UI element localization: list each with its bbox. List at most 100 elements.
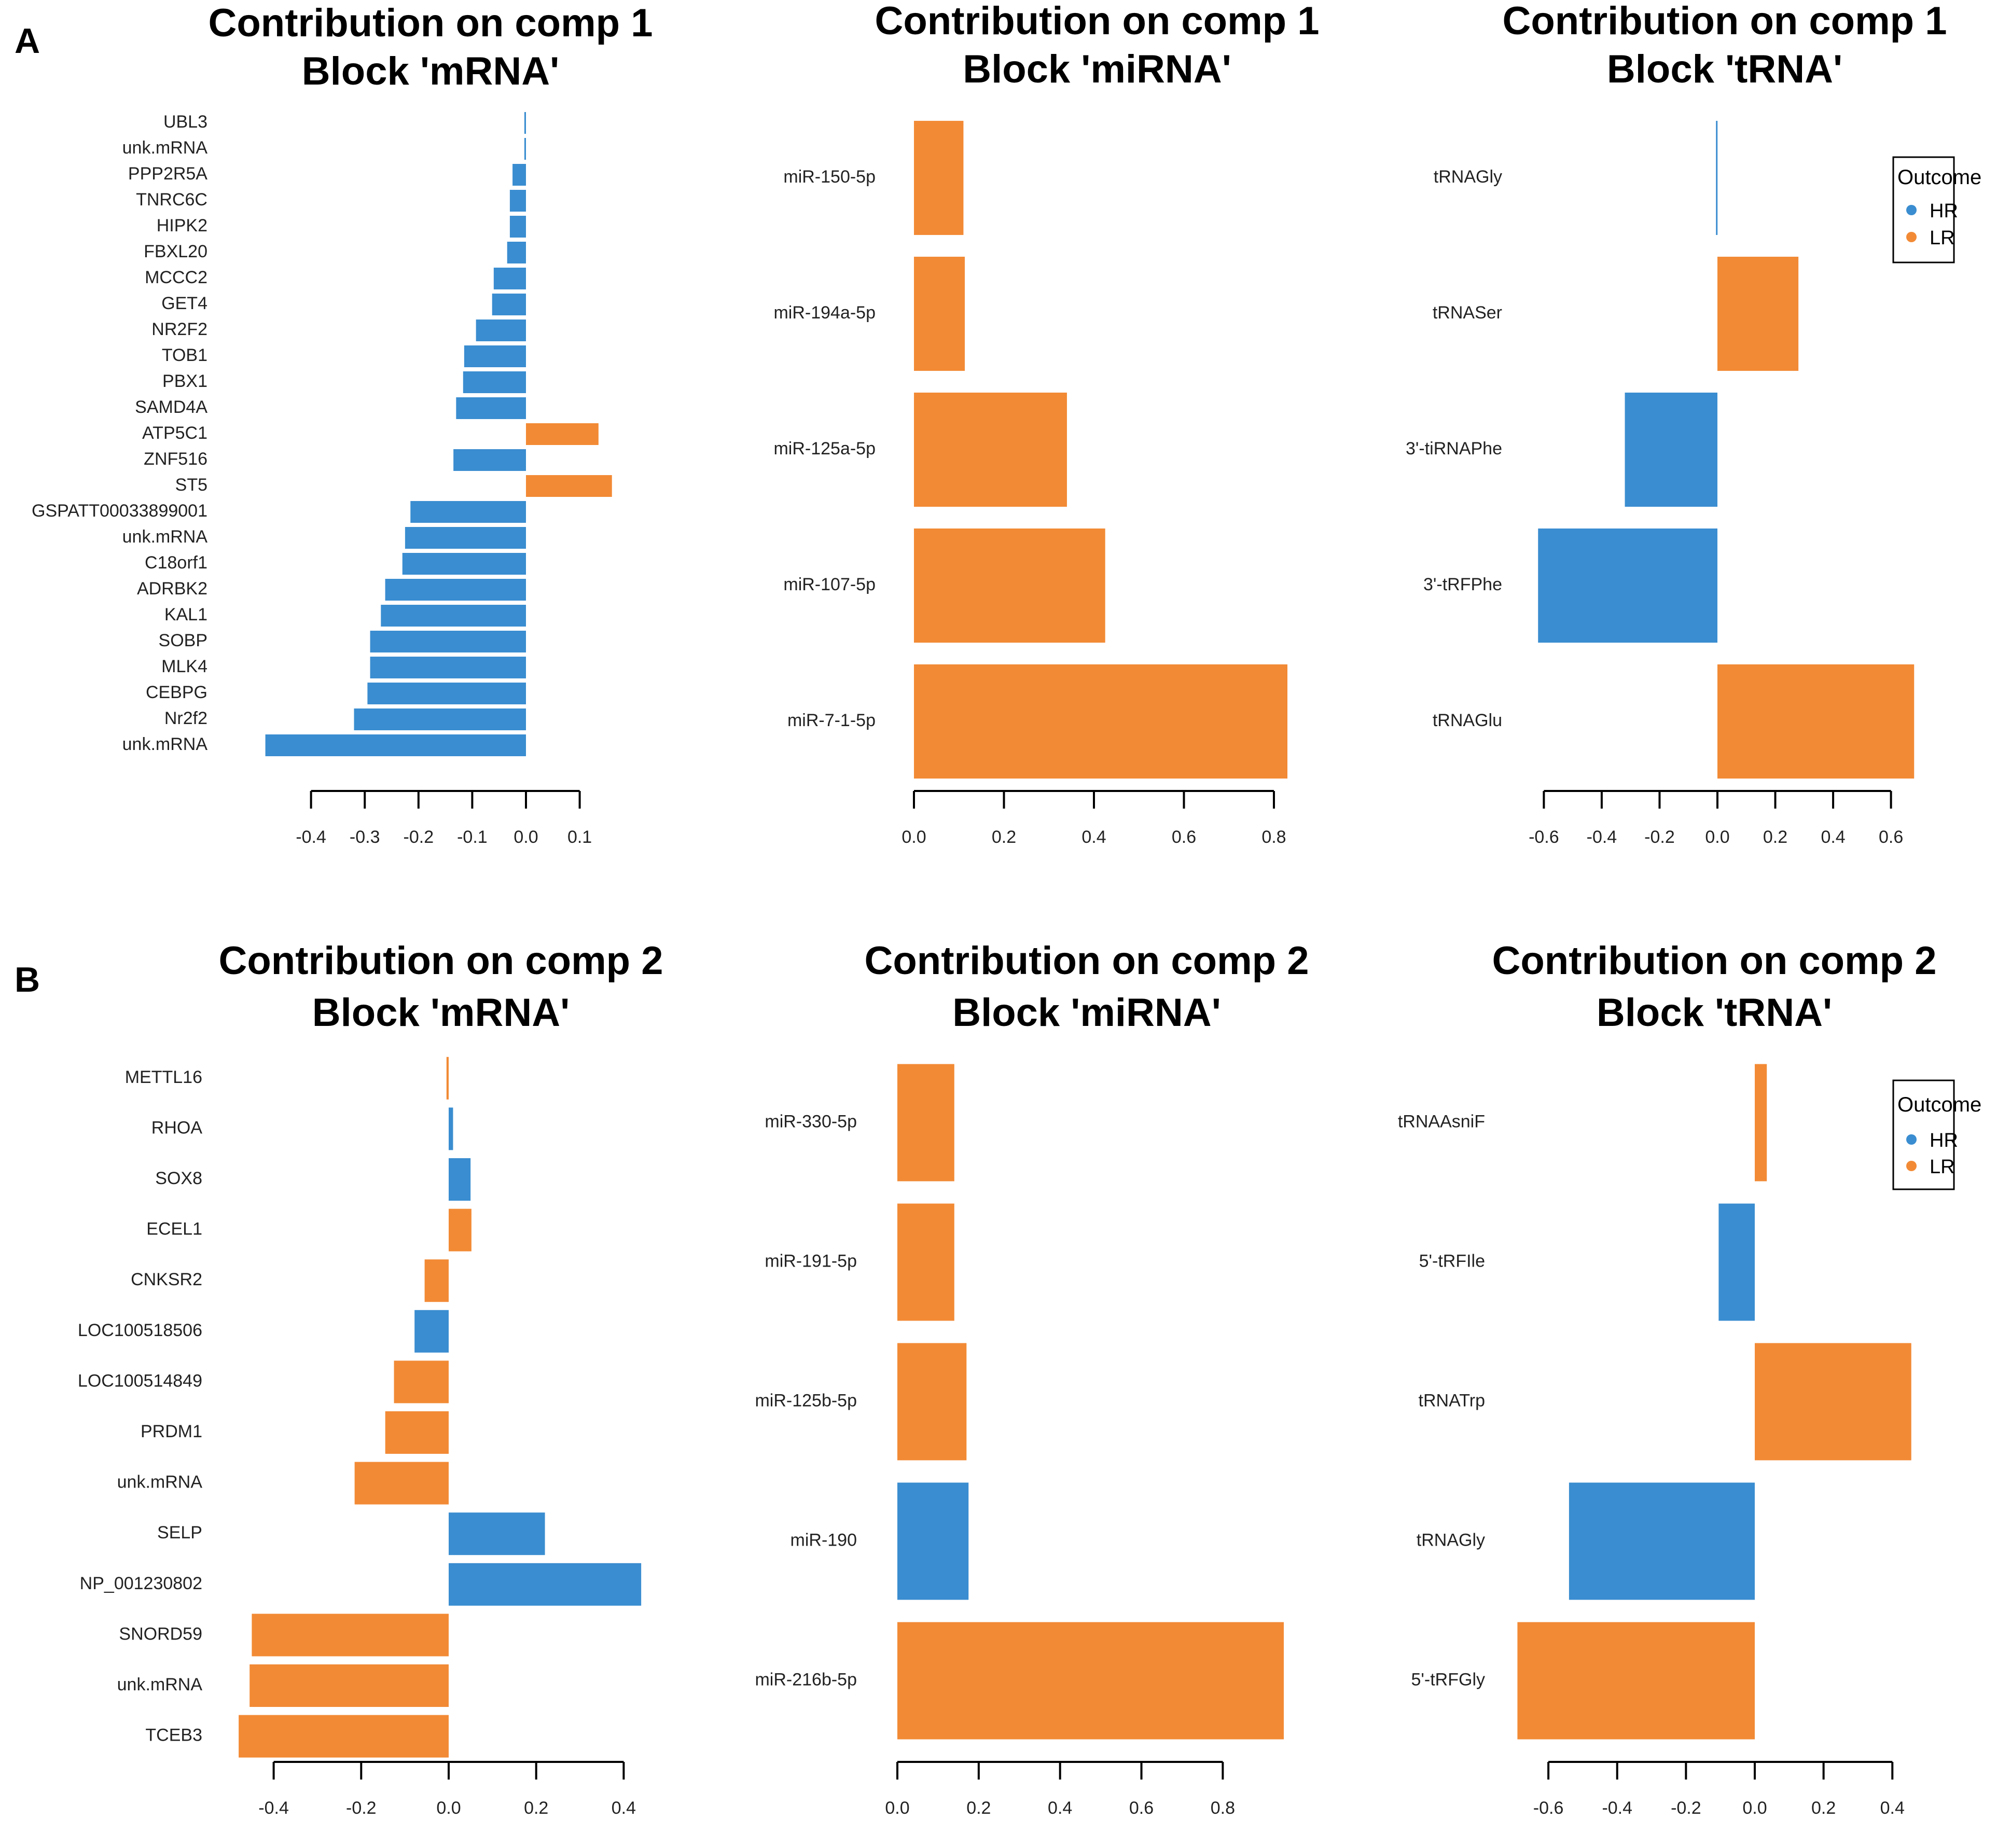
category-label: miR-150-5p	[783, 167, 876, 187]
legend-dot-hr	[1906, 205, 1917, 215]
bar-GSPATT00033899001	[410, 501, 526, 523]
chart-title-line1: Contribution on comp 2	[1492, 939, 1936, 983]
category-label: miR-190	[791, 1530, 857, 1550]
x-tick-label: 0.2	[992, 827, 1016, 847]
x-tick-label: -0.2	[1671, 1798, 1701, 1818]
category-labels: miR-150-5p miR-194a-5p miR-125a-5p miR-107-…	[773, 167, 876, 730]
category-label: LOC100518506	[78, 1321, 202, 1340]
category-label: tRNAAsniF	[1398, 1111, 1485, 1131]
category-label: miR-191-5p	[765, 1251, 857, 1271]
bar-miR-194a-5p	[914, 256, 965, 371]
x-tick-label: 0.4	[1048, 1798, 1072, 1818]
x-tick-label: 0.8	[1261, 827, 1286, 847]
bar-miR-190	[897, 1482, 969, 1600]
bar-unk.mRNA	[249, 1664, 449, 1707]
bar-Nr2f2	[354, 708, 526, 730]
category-label: GET4	[161, 294, 207, 313]
x-axis: -0.6 -0.4 -0.2 0.0 0.2 0.4	[1533, 1761, 1905, 1818]
chart-title-line2: Block 'mRNA'	[302, 49, 559, 93]
bar-ADRBK2	[385, 579, 526, 601]
bar-FBXL20	[507, 242, 526, 263]
bar-ECEL1	[449, 1208, 471, 1252]
bar-5'-tRFIle	[1718, 1203, 1755, 1321]
bar-MCCC2	[493, 268, 526, 289]
bar-SOX8	[449, 1158, 471, 1201]
category-label: miR-125a-5p	[773, 439, 876, 458]
category-label: PRDM1	[141, 1422, 202, 1441]
category-label: ST5	[175, 475, 207, 495]
x-axis: -0.4 -0.3 -0.2 -0.1 0.0 0.1	[296, 790, 592, 847]
category-label: ZNF516	[144, 449, 207, 469]
bar-unk.mRNA	[354, 1462, 449, 1505]
category-label: GSPATT00033899001	[32, 501, 207, 521]
legend-title: Outcome	[1897, 1093, 1981, 1116]
chart-comp2-mrna: Contribution on comp 2 Block 'mRNA' METT…	[78, 939, 663, 1818]
category-label: TOB1	[162, 345, 207, 365]
bar-RHOA	[449, 1107, 453, 1150]
category-label: SELP	[157, 1523, 202, 1543]
category-label: CEBPG	[146, 683, 207, 702]
bar-unk.mRNA	[265, 734, 526, 756]
x-tick-label: -0.1	[457, 827, 488, 847]
x-tick-label: 0.6	[1129, 1798, 1154, 1818]
legend-dot-lr	[1906, 232, 1917, 242]
category-label: KAL1	[164, 605, 207, 624]
x-tick-label: -0.3	[350, 827, 380, 847]
chart-title-line1: Contribution on comp 2	[864, 939, 1309, 983]
x-tick-label: -0.2	[346, 1798, 377, 1818]
legend-dot-hr	[1906, 1134, 1917, 1145]
category-labels: METTL16 RHOA SOX8 ECEL1 CNKSR2 LOC100518506 LO…	[78, 1067, 202, 1745]
category-label: NR2F2	[151, 319, 207, 339]
category-label: 5'-tRFGly	[1411, 1670, 1486, 1689]
legend-dot-lr	[1906, 1161, 1917, 1171]
x-tick-label: -0.4	[258, 1798, 289, 1818]
bar-SOBP	[370, 631, 526, 652]
x-axis: 0.0 0.2 0.4 0.6 0.8	[902, 790, 1286, 847]
category-label: unk.mRNA	[117, 1472, 203, 1492]
bar-miR-150-5p	[914, 120, 964, 235]
category-label: UBL3	[163, 112, 207, 132]
bar-LOC100518506	[414, 1310, 449, 1353]
bar-TCEB3	[239, 1715, 449, 1758]
bar-CNKSR2	[424, 1259, 449, 1302]
bar-METTL16	[446, 1057, 449, 1100]
chart-title-line1: Contribution on comp 1	[875, 0, 1319, 43]
category-label: C18orf1	[145, 553, 207, 573]
category-label: 3'-tiRNAPhe	[1406, 439, 1502, 458]
x-tick-label: 0.4	[1821, 827, 1845, 847]
bar-NR2F2	[476, 319, 526, 341]
bar-MLK4	[370, 657, 526, 678]
bar-NP_001230802	[449, 1563, 642, 1606]
category-label: miR-194a-5p	[773, 303, 876, 323]
category-label: METTL16	[125, 1067, 202, 1087]
category-label: miR-216b-5p	[755, 1670, 857, 1689]
x-tick-label: 0.0	[514, 827, 538, 847]
bar-tRNAGly	[1569, 1482, 1755, 1600]
bar-miR-125a-5p	[914, 392, 1067, 507]
category-label: HIPK2	[157, 216, 207, 235]
x-tick-label: 0.2	[524, 1798, 548, 1818]
category-labels: UBL3 unk.mRNA PPP2R5A TNRC6C HIPK2 FBXL20 MCCC…	[32, 112, 207, 754]
panel-label-a: A	[15, 21, 40, 61]
bar-LOC100514849	[394, 1360, 449, 1404]
x-tick-label: 0.2	[1811, 1798, 1836, 1818]
bar-miR-216b-5p	[897, 1622, 1284, 1740]
category-labels: miR-330-5p miR-191-5p miR-125b-5p miR-190 mi…	[755, 1111, 857, 1689]
chart-title-line2: Block 'miRNA'	[963, 47, 1231, 91]
category-label: Nr2f2	[164, 708, 207, 728]
bar-PRDM1	[385, 1411, 449, 1454]
legend-label-lr: LR	[1930, 1156, 1955, 1178]
chart-comp1-mrna: Contribution on comp 1 Block 'mRNA' UBL3…	[32, 1, 653, 847]
chart-comp1-trna: Contribution on comp 1 Block 'tRNA' tRNA…	[1406, 0, 1947, 847]
category-label: unk.mRNA	[122, 734, 208, 754]
category-label: FBXL20	[144, 242, 207, 261]
bars-group	[265, 112, 612, 756]
bar-SELP	[449, 1512, 545, 1555]
category-label: unk.mRNA	[122, 138, 208, 158]
bars-group	[897, 1064, 1284, 1740]
x-tick-label: 0.8	[1211, 1798, 1235, 1818]
bar-PPP2R5A	[512, 164, 526, 186]
x-axis: -0.6 -0.4 -0.2 0.0 0.2 0.4 0.6	[1529, 790, 1903, 847]
category-label: tRNASer	[1433, 303, 1502, 323]
